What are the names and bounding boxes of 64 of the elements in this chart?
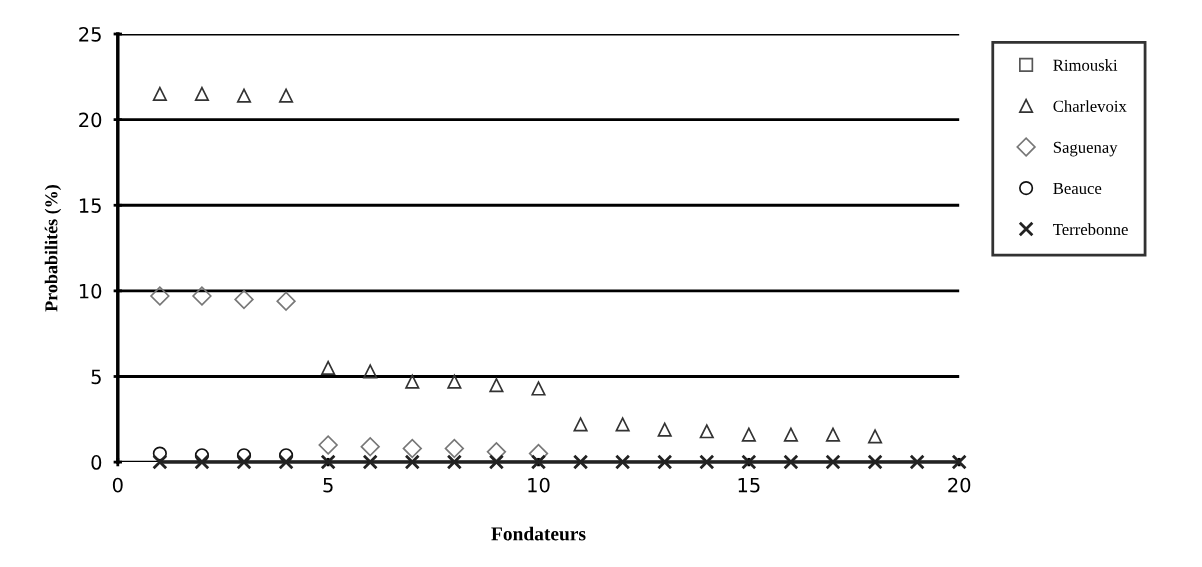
point bbox=[276, 291, 296, 311]
point bbox=[909, 454, 925, 470]
y-tick-label: 0 bbox=[91, 455, 102, 470]
point bbox=[489, 377, 504, 393]
point bbox=[825, 427, 841, 442]
point bbox=[867, 454, 883, 470]
point bbox=[446, 454, 462, 470]
point bbox=[320, 454, 336, 470]
point bbox=[444, 438, 465, 459]
point bbox=[867, 429, 883, 444]
point bbox=[362, 454, 378, 470]
y-tick-label: 10 bbox=[79, 283, 102, 299]
point bbox=[363, 364, 378, 379]
point bbox=[152, 454, 168, 470]
point bbox=[486, 442, 507, 462]
point bbox=[488, 454, 505, 470]
x-tick-label: 20 bbox=[948, 477, 971, 493]
point bbox=[318, 435, 338, 455]
point bbox=[402, 438, 422, 459]
point bbox=[360, 437, 380, 457]
legend-label: Beauce bbox=[1053, 182, 1102, 195]
x-tick-label: 10 bbox=[528, 477, 550, 493]
point bbox=[150, 286, 170, 306]
y-tick-label: 5 bbox=[91, 369, 101, 385]
point bbox=[404, 454, 420, 470]
point bbox=[192, 286, 212, 306]
point bbox=[321, 360, 336, 376]
point bbox=[741, 427, 756, 442]
point bbox=[234, 289, 254, 310]
point bbox=[530, 454, 547, 470]
point bbox=[447, 374, 462, 389]
legend-label: Terrebonne bbox=[1053, 223, 1128, 236]
point bbox=[783, 454, 799, 470]
y-tick-label: 25 bbox=[79, 26, 101, 42]
point bbox=[741, 454, 757, 470]
x-tick-label: 15 bbox=[738, 477, 760, 493]
point bbox=[194, 454, 210, 470]
point bbox=[531, 381, 546, 396]
y-tick-label: 15 bbox=[79, 198, 101, 213]
x-tick-label: 5 bbox=[323, 477, 333, 493]
point bbox=[236, 454, 252, 470]
point bbox=[572, 454, 589, 470]
point bbox=[699, 454, 715, 470]
point bbox=[236, 88, 252, 103]
point bbox=[278, 454, 294, 470]
point bbox=[699, 424, 714, 439]
point bbox=[573, 417, 588, 432]
point bbox=[783, 427, 799, 442]
x-tick-label: 0 bbox=[112, 477, 123, 493]
y-tick-label: 20 bbox=[79, 112, 102, 128]
legend-label: Rimouski bbox=[1053, 59, 1118, 71]
point bbox=[405, 374, 420, 389]
point bbox=[194, 86, 210, 102]
point bbox=[825, 454, 841, 470]
point bbox=[657, 422, 672, 437]
point bbox=[152, 86, 167, 102]
point bbox=[615, 454, 631, 470]
point bbox=[278, 88, 294, 103]
legend-label: Saguenay bbox=[1053, 141, 1118, 157]
point bbox=[615, 417, 630, 432]
y-axis-title: Probabilités (%) bbox=[44, 185, 62, 312]
point bbox=[657, 454, 673, 470]
legend-label: Charlevoix bbox=[1053, 100, 1127, 112]
x-axis-title: Fondateurs bbox=[491, 526, 586, 541]
